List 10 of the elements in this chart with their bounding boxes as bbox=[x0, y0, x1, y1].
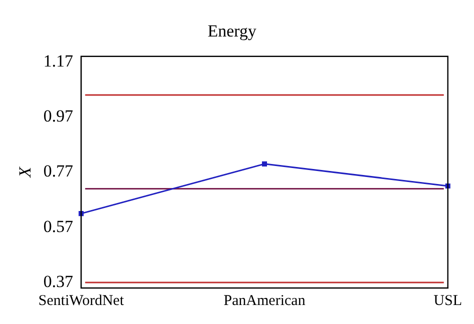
y-tick-label: 0.37 bbox=[43, 272, 74, 291]
y-axis-title: X bbox=[16, 166, 35, 178]
x-tick-label: USL bbox=[434, 292, 462, 309]
y-tick-label: 0.77 bbox=[43, 162, 74, 181]
y-tick-label: 0.57 bbox=[43, 216, 74, 236]
y-tick-label: 0.97 bbox=[43, 106, 74, 126]
y-tick-label: 1.17 bbox=[43, 51, 74, 70]
x-tick-label: PanAmerican bbox=[224, 292, 306, 309]
chart-title: Energy bbox=[208, 22, 257, 41]
x-tick-label: SentiWordNet bbox=[38, 292, 125, 309]
